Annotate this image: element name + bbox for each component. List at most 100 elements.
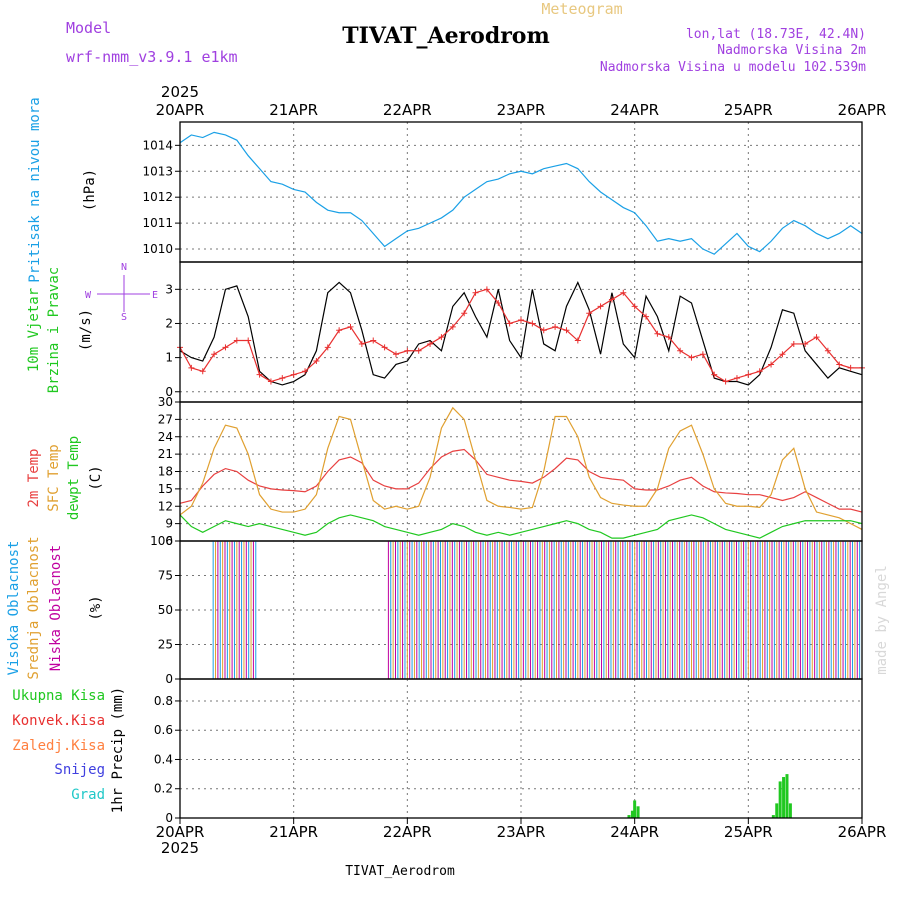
bottom-x-tick-label: 22APR bbox=[383, 823, 432, 841]
legend-hail: Grad bbox=[71, 787, 105, 803]
precip-bar bbox=[771, 815, 775, 818]
wind-gust-marker bbox=[245, 337, 252, 344]
pressure-ytick-label: 1012 bbox=[142, 190, 173, 204]
panels: 1010101110121013101401236912151821242730… bbox=[142, 121, 865, 825]
wind-gust-marker bbox=[313, 358, 320, 365]
bottom-x-tick-labels: 20APR 21APR 22APR 23APR 24APR 25APR 26APR bbox=[156, 818, 887, 841]
cloud-ytick-label: 0 bbox=[165, 672, 173, 686]
wind-ytick-label: 1 bbox=[165, 351, 173, 365]
precip-bar bbox=[782, 777, 786, 818]
wind-gust-marker bbox=[699, 351, 706, 358]
wind-gust-marker bbox=[836, 361, 843, 368]
compass-west: W bbox=[85, 290, 92, 301]
temperature-series-line bbox=[179, 406, 863, 530]
wind-gust-marker bbox=[688, 354, 695, 361]
wind-gust-marker bbox=[256, 371, 263, 378]
wind-gust-marker bbox=[222, 344, 229, 351]
wind-gust-marker bbox=[267, 378, 274, 385]
top-year-label: 2025 bbox=[161, 83, 199, 101]
wind-compass: N S W E bbox=[85, 262, 158, 323]
wind-gust-marker bbox=[324, 344, 331, 351]
wind-gust-marker bbox=[302, 368, 309, 375]
wind-gust-marker bbox=[597, 303, 604, 310]
wind-gust-marker bbox=[654, 330, 661, 337]
wind-gust-marker bbox=[461, 310, 468, 317]
wind-gust-marker bbox=[415, 347, 422, 354]
precip-ylabel: 1hr Precip (mm) bbox=[110, 687, 126, 813]
cloud-ylabel: Visoka Oblacnost bbox=[6, 541, 22, 676]
temperature-ytick-label: 12 bbox=[158, 499, 173, 513]
precip-bar bbox=[630, 810, 634, 818]
precip-bar bbox=[778, 781, 782, 818]
cloud-ytick-label: 50 bbox=[158, 603, 173, 617]
elevation-text: Nadmorska Visina 2m bbox=[717, 43, 866, 58]
wind-gust-marker bbox=[472, 289, 479, 296]
wind-ylabel2: Brzina i Pravac bbox=[46, 267, 62, 393]
wind-gust-marker bbox=[188, 364, 195, 371]
precip-ytick-label: 0.6 bbox=[154, 723, 173, 737]
wind-gust-marker bbox=[665, 334, 672, 341]
precip-ytick-label: 0.2 bbox=[154, 782, 173, 796]
temperature-ytick-label: 15 bbox=[158, 482, 173, 496]
wind-gust-marker bbox=[722, 378, 729, 385]
top-x-tick-label: 23APR bbox=[497, 101, 546, 119]
top-x-tick-label: 22APR bbox=[383, 101, 432, 119]
wind-gust-marker bbox=[768, 361, 775, 368]
precip-bar bbox=[788, 803, 792, 818]
precip-bar bbox=[775, 803, 779, 818]
cloud-yunit: (%) bbox=[88, 595, 104, 620]
precip-ytick-label: 0.8 bbox=[154, 694, 173, 708]
precip-bar bbox=[627, 815, 631, 818]
temperature-ytick-label: 21 bbox=[158, 447, 173, 461]
bottom-x-tick-label: 20APR bbox=[156, 823, 205, 841]
model-elevation-text: Nadmorska Visina u modelu 102.539m bbox=[600, 60, 866, 75]
model-label: Model bbox=[66, 19, 111, 37]
wind-gust-marker bbox=[790, 340, 797, 347]
wind-gust-marker bbox=[813, 334, 820, 341]
pressure-yunit: (hPa) bbox=[82, 169, 98, 211]
wind-gust-marker bbox=[552, 323, 559, 330]
top-x-tick-label: 25APR bbox=[724, 101, 773, 119]
bottom-x-tick-label: 23APR bbox=[497, 823, 546, 841]
wind-gust-marker bbox=[631, 303, 638, 310]
precip-bar bbox=[633, 800, 637, 818]
wind-gust-marker bbox=[643, 313, 650, 320]
compass-east: E bbox=[152, 290, 158, 301]
temperature-ytick-label: 18 bbox=[158, 465, 173, 479]
wind-gust-marker bbox=[347, 323, 354, 330]
wind-gust-marker bbox=[358, 340, 365, 347]
cloud-panel: 0 25 50 75 100 bbox=[150, 534, 863, 686]
model-name: wrf-nmm_v3.9.1 e1km bbox=[66, 48, 238, 66]
temperature-ytick-label: 30 bbox=[158, 395, 173, 409]
wind-gust-marker bbox=[404, 347, 411, 354]
wind-gust-marker bbox=[381, 344, 388, 351]
precip-bar bbox=[785, 774, 789, 818]
wind-gust-marker bbox=[620, 289, 627, 296]
wind-gust-marker bbox=[574, 337, 581, 344]
wind-gust-marker bbox=[824, 347, 831, 354]
bottom-x-tick-label: 26APR bbox=[838, 823, 887, 841]
pressure-panel: 1010 1011 1012 1013 1014 bbox=[142, 121, 863, 263]
cloud-ylabel2: Srednja Oblacnost bbox=[26, 536, 42, 679]
wind-gust-marker bbox=[290, 371, 297, 378]
wind-panel: 0 1 2 3 bbox=[165, 261, 865, 403]
precip-panel: 0 0.2 0.4 0.6 0.8 bbox=[154, 678, 863, 825]
temperature-ytick-label: 24 bbox=[158, 430, 173, 444]
wind-gust-marker bbox=[279, 375, 286, 382]
pressure-series-line bbox=[179, 131, 863, 255]
wind-ylabel: 10m Vjetar bbox=[26, 288, 42, 372]
wind-gust-marker bbox=[608, 296, 615, 303]
cloud-ytick-label: 100 bbox=[150, 534, 173, 548]
wind-gust-marker bbox=[563, 327, 570, 334]
wind-gust-marker bbox=[199, 368, 206, 375]
pressure-ytick-label: 1010 bbox=[142, 242, 173, 256]
wind-gust-marker bbox=[427, 340, 434, 347]
legend-snow: Snijeg bbox=[54, 762, 105, 778]
wind-series-line bbox=[179, 281, 863, 386]
bottom-x-tick-label: 24APR bbox=[610, 823, 659, 841]
top-x-tick-label: 20APR bbox=[156, 101, 205, 119]
top-x-tick-label: 24APR bbox=[610, 101, 659, 119]
temp-ylabel2: SFC Temp bbox=[46, 444, 62, 511]
pressure-ytick-label: 1014 bbox=[142, 138, 173, 152]
pressure-ytick-label: 1013 bbox=[142, 164, 173, 178]
